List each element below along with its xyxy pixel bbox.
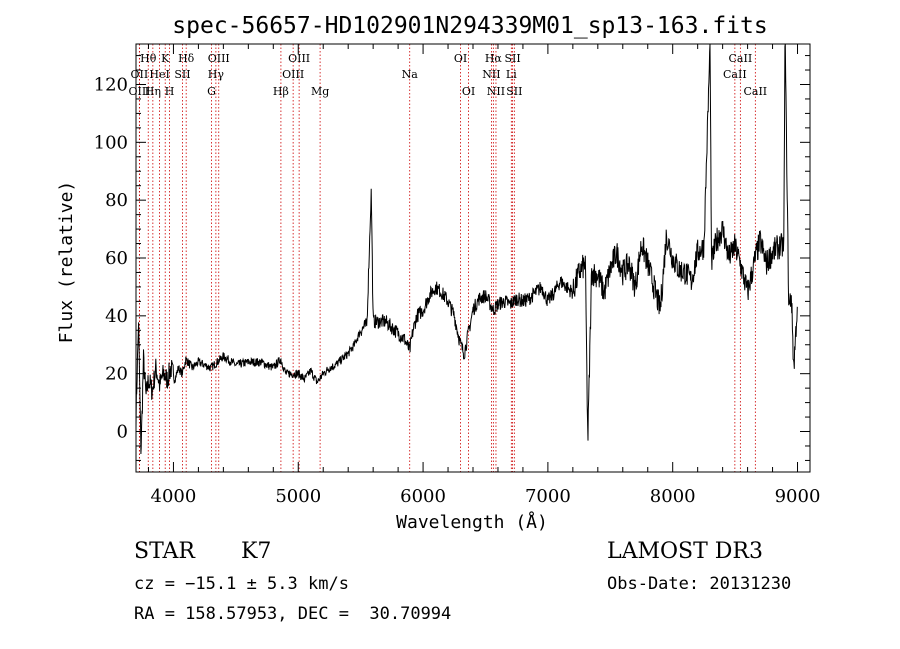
spectral-line-label: Hα: [485, 52, 503, 65]
spectral-line-label: CaII: [729, 52, 753, 65]
spectral-line-label: Hγ: [208, 68, 225, 81]
spectral-line-label: CaII: [723, 68, 747, 81]
y-tick-label: 80: [105, 190, 128, 211]
spectral-line-label: Hβ: [273, 85, 289, 98]
x-axis-title: Wavelength (Å): [396, 511, 548, 533]
object-class: STAR: [134, 539, 195, 564]
redshift-text: cz = −15.1 ± 5.3 km/s: [134, 574, 349, 594]
plot-frame: [135, 43, 811, 473]
spectral-line-label: OIII: [128, 85, 150, 98]
y-tick-label: 100: [94, 132, 128, 153]
spectral-line-label: Na: [402, 68, 419, 81]
spectral-line-markers: [138, 44, 756, 472]
spectral-line-label: Hθ: [140, 52, 157, 65]
spectral-line-label: NII: [487, 85, 505, 98]
x-tick-label: 8000: [650, 486, 696, 507]
spectral-line-label: OIII: [282, 68, 304, 81]
spectral-line-label: NII: [482, 68, 500, 81]
spectral-line-label: OII: [131, 68, 149, 81]
spectral-line-label: G: [207, 85, 216, 98]
coordinates-text: RA = 158.57953, DEC = 30.70994: [134, 604, 452, 624]
spectral-line-label: Hη: [145, 85, 161, 98]
y-axis-title: Flux (relative): [56, 181, 77, 344]
x-tick-label: 5000: [275, 486, 321, 507]
spectral-line-label: K: [161, 52, 170, 65]
x-axis: 4000 5000 6000 7000 8000 9000: [147, 44, 821, 507]
obs-date-text: Obs-Date: 20131230: [607, 574, 792, 594]
spectrum-layer: [135, 43, 798, 455]
spectral-line-label: OIII: [288, 52, 310, 65]
spectral-line-label: H: [165, 85, 175, 98]
x-tick-label: 4000: [151, 486, 197, 507]
spectral-line-label: SII: [504, 52, 520, 65]
chart-title: spec-56657-HD102901N294339M01_sp13-163.f…: [172, 13, 767, 39]
spectral-line-label: SII: [174, 68, 190, 81]
spectral-line-label: OI: [462, 85, 475, 98]
spectral-line-label: Mg: [311, 85, 329, 98]
spectral-line-label: OI: [454, 52, 467, 65]
spectral-line-label: HeI: [149, 68, 169, 81]
y-axis: 0 20 40 60 80 100 120: [94, 55, 810, 461]
x-tick-label: 7000: [525, 486, 571, 507]
spectral-line-label: SII: [506, 85, 522, 98]
spectral-line-label: Hδ: [178, 52, 195, 65]
spectral-line-label: CaII: [743, 85, 767, 98]
y-tick-label: 120: [94, 74, 128, 95]
spectrum-series: [135, 43, 798, 455]
y-tick-label: 0: [117, 422, 128, 443]
y-tick-label: 60: [105, 248, 128, 269]
x-tick-label: 6000: [400, 486, 446, 507]
spectral-line-label: OIII: [208, 52, 230, 65]
y-tick-label: 40: [105, 306, 128, 327]
survey-release: LAMOST DR3: [607, 539, 763, 564]
object-subclass: K7: [241, 539, 272, 564]
spectral-line-label: Li: [506, 68, 517, 81]
y-tick-label: 20: [105, 364, 128, 385]
x-tick-label: 9000: [775, 486, 821, 507]
